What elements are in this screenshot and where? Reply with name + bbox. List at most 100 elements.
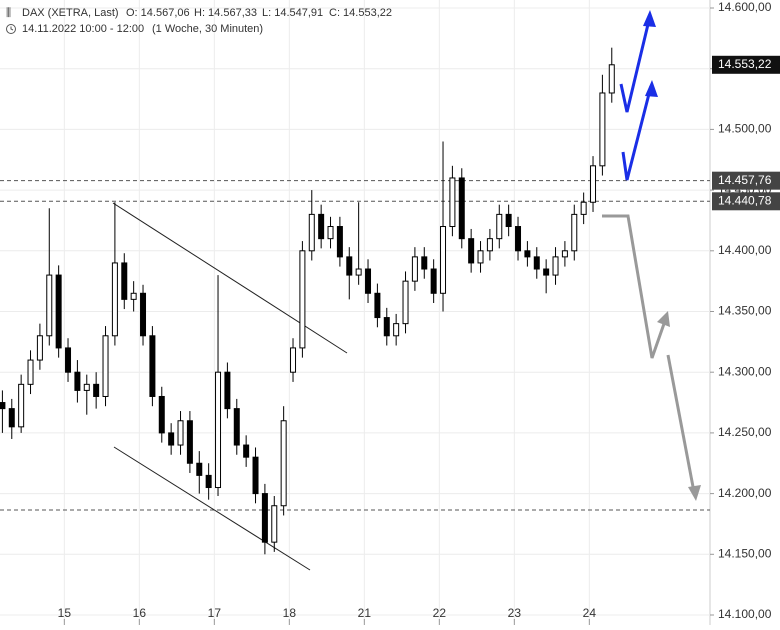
candle-body: [111, 262, 118, 337]
y-tick-label: 14.400,00: [718, 243, 772, 257]
candle-body: [355, 268, 362, 276]
candle-body: [83, 383, 90, 391]
candle-body: [121, 262, 128, 300]
arrow: [619, 15, 652, 113]
candle-body: [524, 250, 531, 258]
y-tick-label: 14.150,00: [718, 546, 772, 560]
candle-body: [224, 371, 231, 410]
chart-period: (1 Woche, 30 Minuten): [152, 23, 263, 35]
candle-body: [196, 462, 203, 476]
candle-body: [55, 274, 62, 349]
price-tag-label: 14.457,76: [718, 173, 772, 187]
candle-body: [327, 226, 334, 240]
x-tick-label: 22: [433, 606, 447, 620]
candle-body: [18, 383, 25, 428]
arrow: [666, 354, 696, 493]
candle-body: [346, 256, 353, 276]
candle-body: [477, 250, 484, 264]
y-tick-label: 14.600,00: [718, 0, 772, 14]
candle-body: [515, 226, 522, 252]
candle-body: [336, 226, 343, 258]
clock-hand: [10, 26, 14, 31]
ohlc-close: C: 14.553,22: [329, 7, 392, 19]
candle-body: [486, 238, 493, 252]
candle-body: [411, 256, 418, 282]
x-tick-label: 17: [208, 606, 222, 620]
candle-body: [299, 250, 306, 349]
candle-body: [496, 213, 503, 240]
candle-body: [271, 505, 278, 543]
drawings: [112, 10, 701, 571]
candle-body: [205, 474, 212, 489]
candle-body: [421, 256, 428, 270]
x-tick-label: 18: [283, 606, 297, 620]
candle-body: [580, 201, 587, 215]
candle-body: [458, 177, 465, 240]
price-tag-label: 14.553,22: [718, 57, 772, 71]
arrow-head: [645, 80, 658, 97]
candle-body: [374, 292, 381, 319]
candle-body: [383, 317, 390, 337]
price-tag: [712, 55, 780, 74]
candle-body: [571, 213, 578, 252]
candle-body: [261, 493, 268, 543]
candle-body: [93, 383, 100, 397]
candle-body: [177, 420, 184, 446]
candle-body: [308, 213, 315, 252]
candle-body: [402, 280, 409, 325]
x-tick-label: 16: [133, 606, 147, 620]
candle-body: [8, 408, 15, 428]
candle-body: [430, 268, 437, 294]
header: ⫼ DAX (XETRA, Last) O: 14.567,06 H: 14.5…: [6, 7, 392, 35]
candle-body: [36, 335, 43, 361]
candle-body: [158, 395, 165, 434]
candle-body: [449, 177, 456, 228]
candle-body: [233, 408, 240, 446]
candle-body: [561, 250, 568, 258]
candle-body: [505, 213, 512, 228]
x-tick-label: 24: [583, 606, 597, 620]
candle-body: [46, 274, 53, 337]
trend-line: [113, 446, 311, 571]
bar-icon: ⫼: [6, 7, 11, 19]
ohlc-low: L: 14.547,91: [262, 7, 323, 19]
y-tick-label: 14.500,00: [718, 122, 772, 136]
chart-subtitle: 14.11.2022 10:00 - 12:00: [22, 23, 144, 35]
x-tick-label: 23: [508, 606, 522, 620]
y-tick-label: 14.200,00: [718, 486, 772, 500]
y-tick-label: 14.350,00: [718, 304, 772, 318]
arrow-head: [688, 485, 701, 501]
candle-body: [590, 165, 597, 203]
candle-body: [102, 335, 109, 397]
candle-body: [318, 213, 325, 240]
candle-body: [149, 335, 156, 397]
arrow: [621, 85, 653, 181]
candle-body: [27, 359, 34, 385]
candle-body: [543, 268, 550, 276]
candle-body: [215, 371, 222, 489]
candle-body: [0, 402, 6, 410]
candle-body: [393, 323, 400, 337]
candle-body: [533, 256, 540, 270]
clock-icon: [6, 24, 16, 34]
arrow: [602, 214, 668, 359]
ohlc-open: O: 14.567,06: [126, 7, 190, 19]
candle-body: [365, 268, 372, 294]
trend-line: [112, 202, 348, 354]
candle-body: [168, 432, 175, 446]
x-tick-label: 21: [358, 606, 372, 620]
candles: [0, 47, 615, 555]
arrow-head: [657, 311, 670, 327]
candle-body: [468, 238, 475, 264]
candle-body: [252, 456, 259, 495]
ohlc-high: H: 14.567,33: [194, 7, 257, 19]
price-tag: [712, 171, 780, 190]
y-tick-label: 14.100,00: [718, 607, 772, 621]
candle-body: [74, 371, 81, 391]
candle-body: [280, 420, 287, 507]
price-tag-label: 14.440,78: [718, 193, 772, 207]
y-tick-label: 14.250,00: [718, 425, 772, 439]
candle-body: [440, 226, 447, 294]
